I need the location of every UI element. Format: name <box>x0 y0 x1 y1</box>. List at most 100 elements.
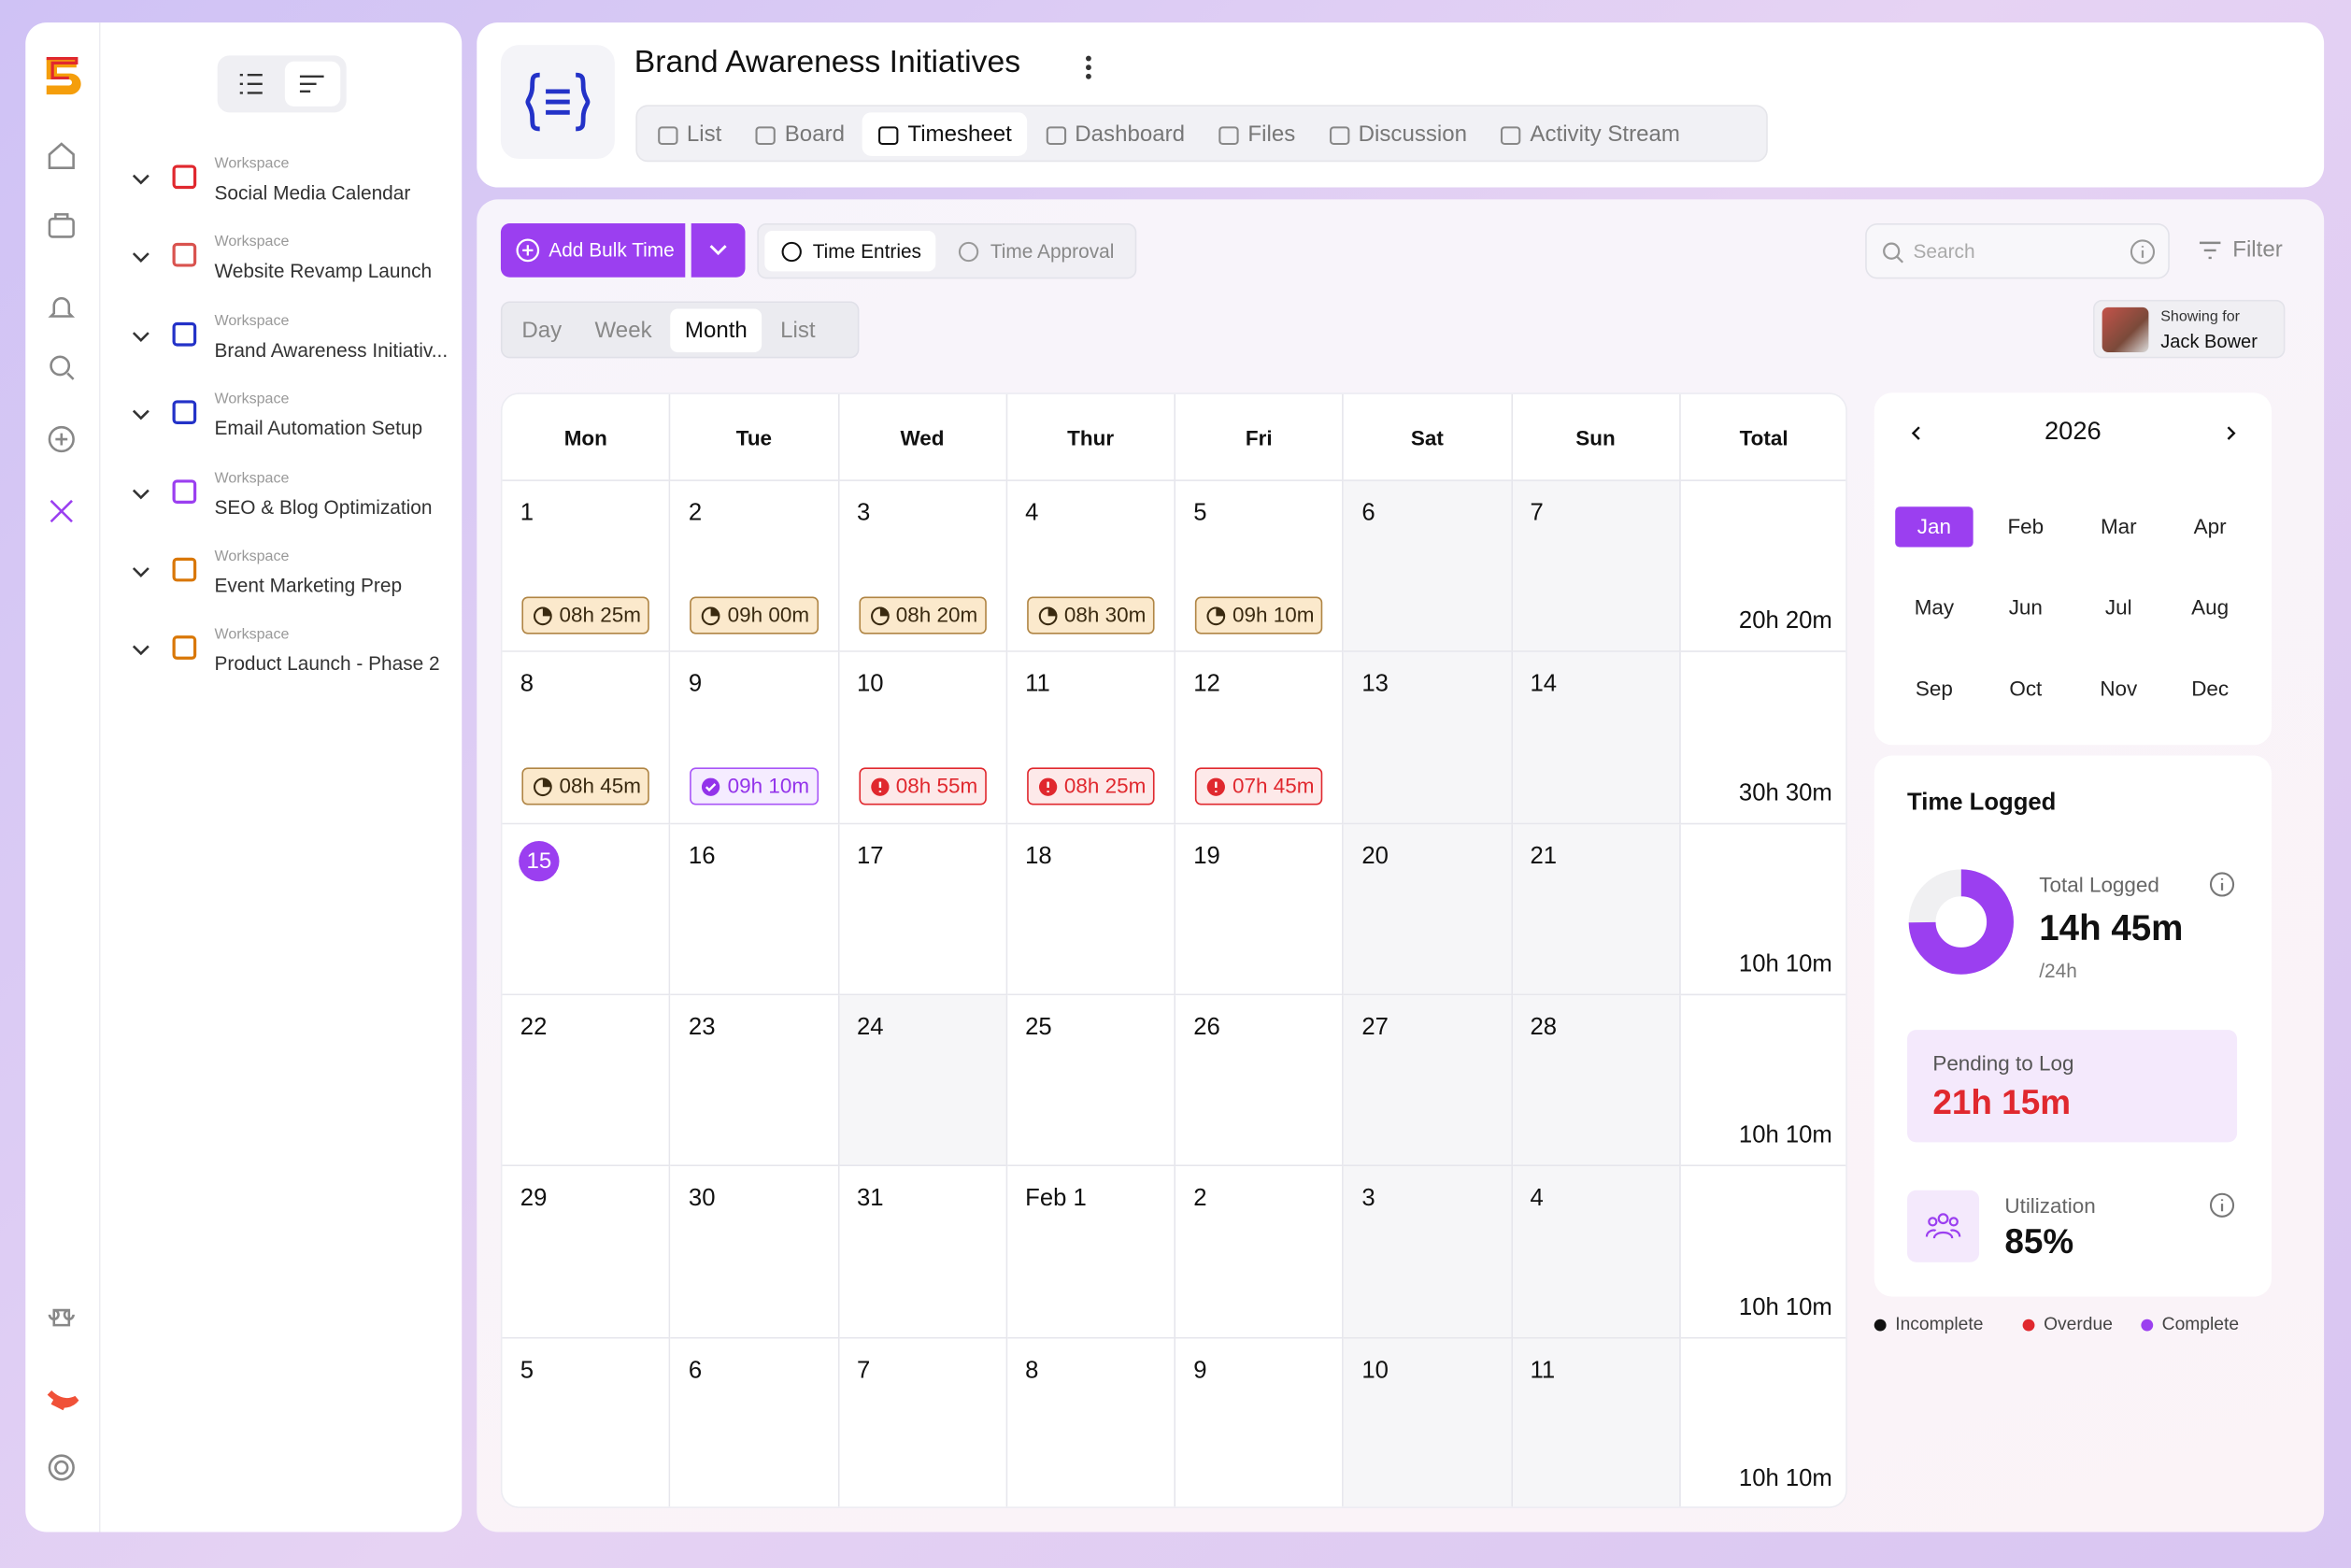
day-cell[interactable]: Feb 1 <box>1006 1166 1176 1338</box>
day-cell[interactable]: 18 <box>1006 823 1176 996</box>
day-cell[interactable]: 17 <box>838 823 1007 996</box>
day-cell[interactable]: 10 <box>1344 1337 1513 1507</box>
time-entry[interactable]: 08h 45m <box>521 767 650 805</box>
chevron <box>132 252 150 264</box>
month[interactable]: Jul <box>2104 594 2132 620</box>
tab[interactable]: Dashboard <box>1030 112 1200 156</box>
time-entry[interactable]: 07h 45m <box>1194 767 1324 805</box>
day-cell[interactable]: 19 <box>1176 823 1345 996</box>
view-tab[interactable]: Day <box>521 317 563 343</box>
day-cell[interactable]: 31 <box>838 1166 1007 1338</box>
day-cell[interactable]: 11 08h 25m <box>1006 652 1176 824</box>
search-box[interactable]: Search <box>1865 223 2170 279</box>
month[interactable]: Mar <box>2100 514 2137 538</box>
day-number: 11 <box>1025 672 1050 698</box>
tab[interactable]: List <box>642 112 737 156</box>
workspace-name[interactable]: Event Marketing Prep <box>214 574 403 597</box>
day-cell[interactable]: 22 <box>502 995 671 1167</box>
day-cell[interactable]: 29 <box>502 1166 671 1338</box>
tab[interactable]: Timesheet <box>862 111 1027 156</box>
day-cell[interactable]: 6 <box>1344 480 1513 653</box>
workspace-name[interactable]: Brand Awareness Initiativ... <box>214 338 449 362</box>
time-entry[interactable]: 08h 25m <box>1026 767 1155 805</box>
workspace-name[interactable]: Social Media Calendar <box>214 181 411 205</box>
day-cell[interactable]: 25 <box>1006 995 1176 1167</box>
day-cell[interactable]: 30 <box>670 1166 839 1338</box>
day-cell[interactable]: 20 <box>1344 823 1513 996</box>
tab-icon <box>1329 125 1350 145</box>
mode-tab[interactable]: Time Entries <box>764 231 937 272</box>
month[interactable]: Jun <box>2008 594 2043 620</box>
day-cell[interactable]: 26 <box>1176 995 1345 1167</box>
day-number: 4 <box>1530 1186 1544 1212</box>
view-tab[interactable]: Month <box>669 307 762 352</box>
day-cell[interactable]: 28 <box>1512 995 1681 1167</box>
time-entry[interactable]: 09h 10m <box>690 767 819 805</box>
tab[interactable]: Activity Stream <box>1485 112 1695 156</box>
day-cell[interactable]: 11 <box>1512 1337 1681 1507</box>
workspace-name[interactable]: Email Automation Setup <box>214 417 423 440</box>
day-cell[interactable]: 16 <box>670 823 839 996</box>
day-cell[interactable]: 2 <box>1176 1166 1345 1338</box>
day-cell[interactable]: 4 <box>1512 1166 1681 1338</box>
month[interactable]: Oct <box>2009 676 2043 701</box>
day-cell[interactable]: 7 <box>838 1337 1007 1507</box>
day-cell[interactable]: 10 08h 55m <box>838 652 1007 824</box>
time-entry[interactable]: 08h 20m <box>858 596 987 634</box>
day-cell[interactable]: 6 <box>670 1337 839 1507</box>
filter-button[interactable]: Filter <box>2232 236 2283 263</box>
day-cell[interactable]: 14 <box>1512 652 1681 824</box>
time-entry[interactable]: 09h 10m <box>1194 596 1324 634</box>
day-cell[interactable]: 8 08h 45m <box>502 652 671 824</box>
time-entry[interactable]: 09h 00m <box>690 596 819 634</box>
month[interactable]: Dec <box>2191 676 2230 701</box>
workspace-name[interactable]: Product Launch - Phase 2 <box>214 652 440 676</box>
more-icon[interactable] <box>1083 54 1095 81</box>
day-cell[interactable]: 9 <box>1176 1337 1345 1507</box>
day-cell[interactable]: 2 09h 00m <box>670 480 839 653</box>
day-cell[interactable]: 15 <box>502 823 671 996</box>
rail-icons[interactable] <box>47 141 557 1490</box>
day-cell[interactable]: 13 <box>1344 652 1513 824</box>
time-entry[interactable]: 08h 30m <box>1026 596 1155 634</box>
month[interactable]: Apr <box>2193 514 2227 538</box>
time-entry[interactable]: 08h 55m <box>858 767 987 805</box>
day-cell[interactable]: 5 <box>502 1337 671 1507</box>
month[interactable]: Sep <box>1915 676 1953 701</box>
day-cell[interactable]: 24 <box>838 995 1007 1167</box>
day-cell[interactable]: 7 <box>1512 480 1681 653</box>
total-label: Total Logged <box>2039 872 2159 897</box>
workspace-name[interactable]: Website Revamp Launch <box>214 260 433 283</box>
showing-for[interactable]: Showing for Jack Bower <box>2093 299 2286 359</box>
month[interactable]: Jan <box>1895 506 1973 548</box>
day-cell[interactable]: 23 <box>670 995 839 1167</box>
tab[interactable]: Board <box>740 112 860 156</box>
day-cell[interactable]: 3 08h 20m <box>838 480 1007 653</box>
day-cell[interactable]: 21 <box>1512 823 1681 996</box>
day-cell[interactable]: 9 09h 10m <box>670 652 839 824</box>
day-number: 28 <box>1530 1015 1558 1041</box>
view-tab[interactable]: Week <box>594 317 652 343</box>
view-tab[interactable]: List <box>780 317 816 343</box>
time-entry[interactable]: 08h 25m <box>521 596 650 634</box>
month[interactable]: May <box>1914 594 1955 620</box>
day-cell[interactable]: 27 <box>1344 995 1513 1167</box>
day-cell[interactable]: 12 07h 45m <box>1176 652 1345 824</box>
day-cell[interactable]: 5 09h 10m <box>1176 480 1345 653</box>
day-number: 7 <box>857 1357 871 1384</box>
tab[interactable]: Files <box>1203 112 1310 156</box>
add-button[interactable]: Add Bulk Time <box>500 223 686 278</box>
day-cell[interactable]: 3 <box>1344 1166 1513 1338</box>
day-cell[interactable]: 8 <box>1006 1337 1176 1507</box>
status-icon <box>1206 778 1225 797</box>
add-dropdown[interactable] <box>691 223 746 278</box>
month[interactable]: Feb <box>2007 514 2045 538</box>
day-cell[interactable]: 1 08h 25m <box>502 480 671 653</box>
workspace-name[interactable]: SEO & Blog Optimization <box>214 495 433 519</box>
day-cell[interactable]: 4 08h 30m <box>1006 480 1176 653</box>
mode-tab[interactable]: Time Approval <box>942 231 1129 271</box>
tab[interactable]: Discussion <box>1314 112 1483 156</box>
month[interactable]: Aug <box>2191 594 2230 620</box>
month[interactable]: Nov <box>2100 676 2138 701</box>
chevron <box>132 646 150 656</box>
